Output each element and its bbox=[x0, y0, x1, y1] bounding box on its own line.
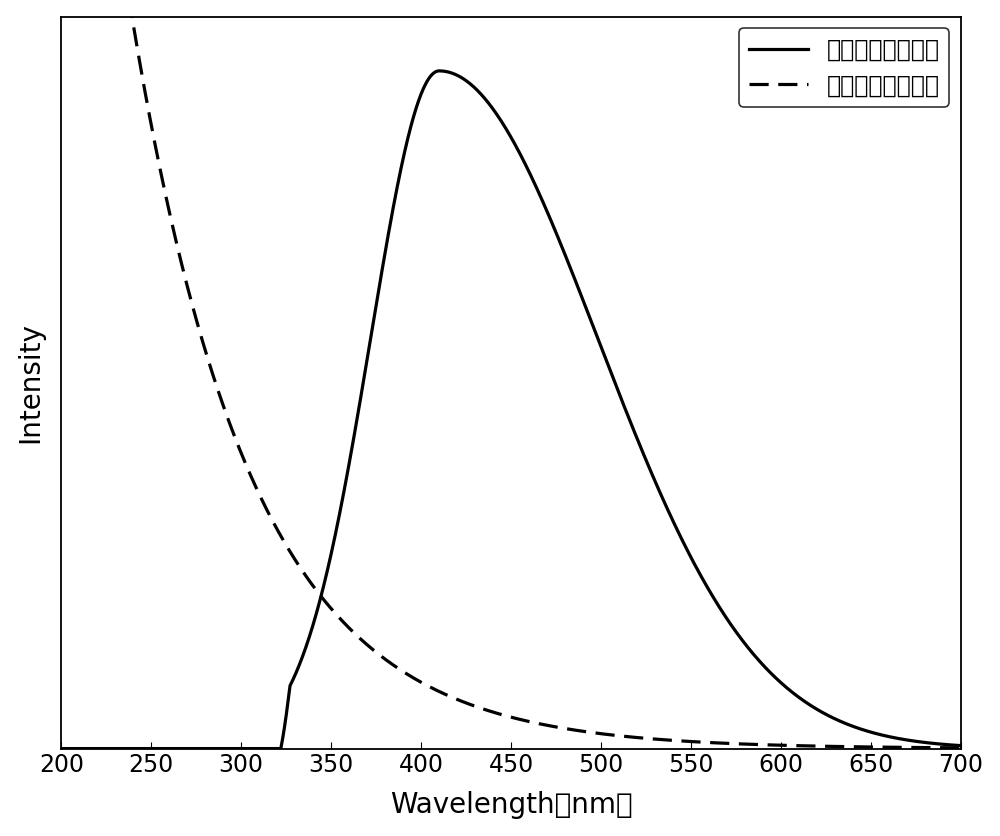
Legend: 酝醉树脂荧光光谱, 酝醉树脂吸收光谱: 酝醉树脂荧光光谱, 酝醉树脂吸收光谱 bbox=[739, 28, 949, 107]
酝醉树脂荧光光谱 bbox=[399, 145, 411, 155]
酝醉树脂吸收光谱 bbox=[399, 668, 411, 678]
酝醉树脂荧光光谱 bbox=[955, 741, 967, 751]
酝醉树脂荧光光谱 bbox=[795, 694, 807, 704]
酝醉树脂吸收光谱 bbox=[726, 738, 738, 748]
酝醉树脂荧光光谱 bbox=[433, 66, 445, 76]
酝醉树脂荧光光谱 bbox=[727, 622, 739, 632]
酝醉树脂荧光光谱 bbox=[640, 456, 652, 466]
Line: 酝醉树脂荧光光谱: 酝醉树脂荧光光谱 bbox=[61, 71, 961, 748]
酝醉树脂吸收光谱 bbox=[795, 741, 807, 751]
Line: 酝醉树脂吸收光谱: 酝醉树脂吸收光谱 bbox=[61, 0, 961, 748]
酝醉树脂吸收光谱 bbox=[955, 743, 967, 753]
酝醉树脂荧光光谱 bbox=[595, 342, 607, 352]
酝醉树脂吸收光谱 bbox=[640, 733, 652, 743]
酝醉树脂荧光光谱 bbox=[55, 743, 67, 753]
酝醉树脂荧光光谱 bbox=[219, 743, 231, 753]
酝醉树脂吸收光谱 bbox=[219, 405, 231, 415]
X-axis label: Wavelength（nm）: Wavelength（nm） bbox=[390, 792, 632, 819]
酝醉树脂吸收光谱 bbox=[595, 729, 607, 739]
Y-axis label: Intensity: Intensity bbox=[17, 322, 45, 443]
